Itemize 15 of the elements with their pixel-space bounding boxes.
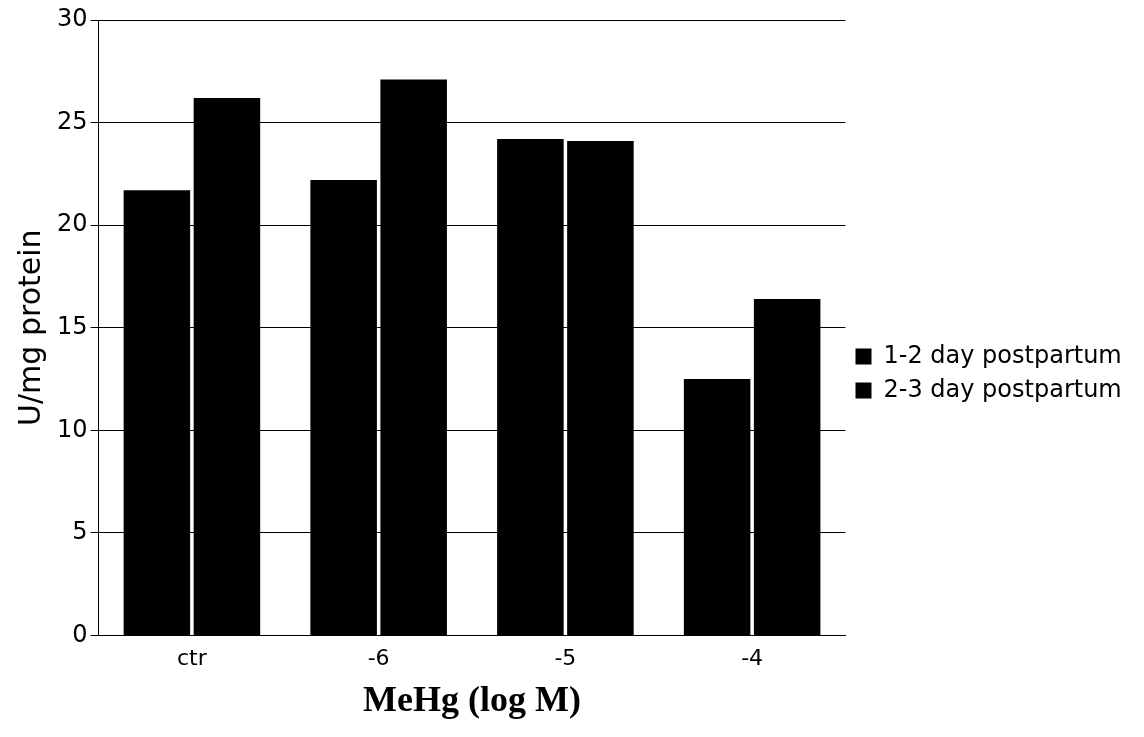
y-tick-label: 0: [72, 619, 88, 648]
y-axis-title: U/mg protein: [11, 229, 47, 426]
y-tick-label: 25: [56, 106, 88, 135]
x-axis-title: MeHg (log M): [363, 678, 581, 719]
y-tick-label: 20: [56, 209, 88, 238]
legend-label: 1-2 day postpartum: [883, 340, 1122, 369]
y-tick-label: 10: [56, 414, 88, 443]
y-tick-label: 30: [56, 4, 88, 33]
x-tick-label: ctr: [177, 645, 208, 671]
y-tick-label: 15: [56, 311, 88, 340]
x-tick-label: -5: [554, 645, 577, 671]
x-tick-label: -4: [741, 645, 764, 671]
x-tick-label: -6: [367, 645, 390, 671]
y-tick-label: 5: [72, 517, 88, 546]
legend-label: 2-3 day postpartum: [883, 374, 1122, 403]
